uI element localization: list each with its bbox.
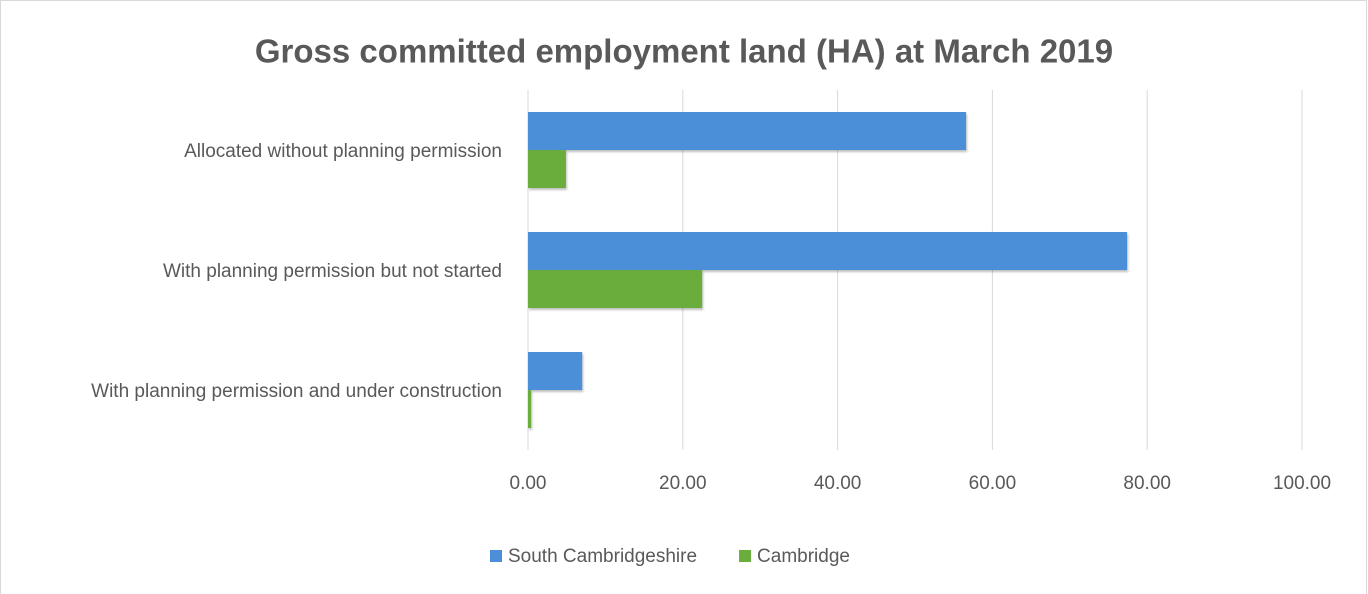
legend-swatch <box>490 550 502 562</box>
x-tick-label: 40.00 <box>814 473 862 494</box>
bar <box>528 352 583 390</box>
x-tick-label: 80.00 <box>1123 473 1171 494</box>
legend-swatch <box>739 550 752 562</box>
x-tick-label: 100.00 <box>1273 473 1331 494</box>
y-tick-label: With planning permission but not started <box>163 261 502 282</box>
y-tick-label: Allocated without planning permission <box>184 141 502 162</box>
bar <box>528 270 703 308</box>
bar <box>528 150 566 188</box>
legend-label: Cambridge <box>757 546 850 567</box>
x-tick-label: 60.00 <box>969 473 1017 494</box>
chart-title: Gross committed employment land (HA) at … <box>255 33 1113 70</box>
x-tick-label: 20.00 <box>659 473 707 494</box>
bar <box>528 232 1128 270</box>
y-tick-label: With planning permission and under const… <box>91 381 502 402</box>
x-tick-label: 0.00 <box>510 473 547 494</box>
bar <box>528 112 967 150</box>
bar <box>528 390 532 428</box>
legend-label: South Cambridgeshire <box>508 546 697 567</box>
